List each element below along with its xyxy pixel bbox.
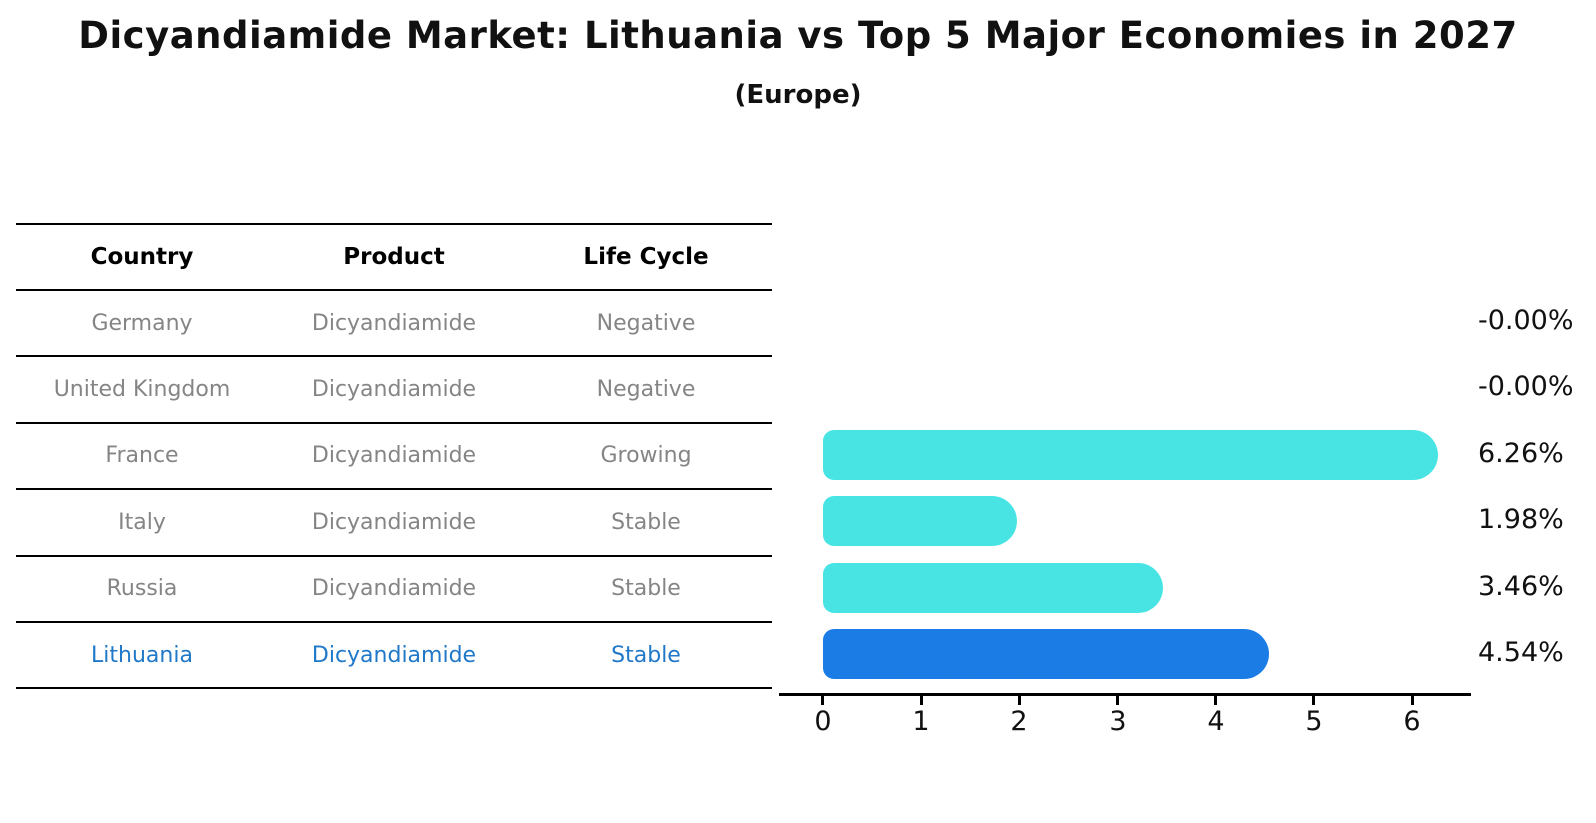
table-row: Russia Dicyandiamide Stable (16, 557, 772, 623)
x-tick-mark (1214, 696, 1217, 705)
x-tick-mark (920, 696, 923, 705)
bar-italy (823, 496, 1018, 546)
bar-lithuania (823, 629, 1269, 679)
cell-product: Dicyandiamide (311, 377, 477, 403)
chart-subtitle: (Europe) (734, 80, 862, 110)
cell-country: Italy (118, 509, 166, 535)
cell-lifecycle: Negative (596, 377, 696, 403)
x-tick-label: 5 (1305, 706, 1323, 737)
table-header-row: Country Product Life Cycle (16, 225, 772, 291)
cell-country: Lithuania (91, 642, 193, 668)
value-label-france: 6.26% (1478, 438, 1564, 469)
cell-product: Dicyandiamide (311, 509, 477, 535)
value-label-italy: 1.98% (1478, 504, 1564, 535)
cell-lifecycle: Negative (596, 310, 696, 336)
value-label-united-kingdom: -0.00% (1478, 371, 1574, 402)
x-tick-label: 0 (814, 706, 832, 737)
x-tick-label: 3 (1109, 706, 1127, 737)
cell-country: France (105, 443, 179, 469)
x-tick-label: 4 (1207, 706, 1225, 737)
x-tick-mark (1116, 696, 1119, 705)
value-label-russia: 3.46% (1478, 571, 1564, 602)
x-tick-mark (1018, 696, 1021, 705)
cell-product: Dicyandiamide (311, 576, 477, 602)
cell-country: United Kingdom (53, 377, 231, 403)
table-row: Germany Dicyandiamide Negative (16, 291, 772, 358)
x-tick-label: 1 (912, 706, 930, 737)
cell-product: Dicyandiamide (311, 310, 477, 336)
cell-product: Dicyandiamide (311, 443, 477, 469)
x-axis-line (779, 693, 1471, 696)
x-tick-label: 2 (1010, 706, 1028, 737)
table-row-highlighted: Lithuania Dicyandiamide Stable (16, 623, 772, 690)
cell-country: Germany (91, 310, 193, 336)
column-header-product: Product (343, 244, 445, 270)
table-row: France Dicyandiamide Growing (16, 424, 772, 491)
bar-france (823, 430, 1438, 480)
cell-lifecycle: Stable (611, 576, 681, 602)
cell-lifecycle: Stable (611, 509, 681, 535)
cell-lifecycle: Stable (611, 642, 681, 668)
table-row: Italy Dicyandiamide Stable (16, 490, 772, 557)
cell-country: Russia (106, 576, 178, 602)
column-header-lifecycle: Life Cycle (583, 244, 709, 270)
bar-russia (823, 563, 1163, 613)
x-tick-label: 6 (1403, 706, 1421, 737)
table-row: United Kingdom Dicyandiamide Negative (16, 357, 772, 424)
value-label-germany: -0.00% (1478, 305, 1574, 336)
x-tick-mark (821, 696, 824, 705)
column-header-country: Country (90, 244, 194, 270)
cell-lifecycle: Growing (600, 443, 692, 469)
chart-title: Dicyandiamide Market: Lithuania vs Top 5… (78, 14, 1518, 57)
x-tick-mark (1312, 696, 1315, 705)
value-label-lithuania: 4.54% (1478, 637, 1564, 668)
cell-product: Dicyandiamide (311, 642, 477, 668)
x-tick-mark (1411, 696, 1414, 705)
country-table: Country Product Life Cycle Germany Dicya… (16, 223, 772, 690)
